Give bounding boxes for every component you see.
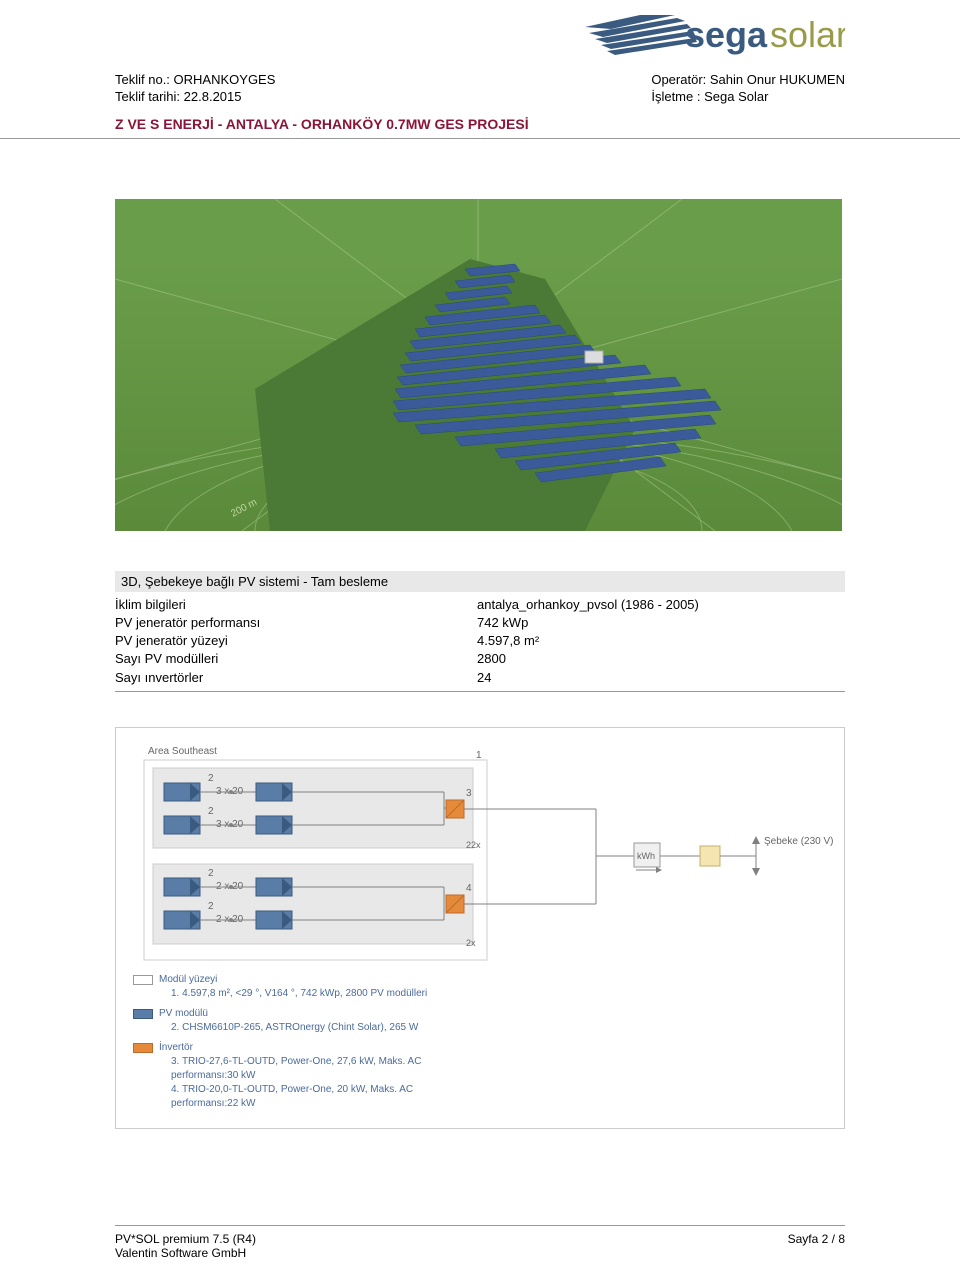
footer: PV*SOL premium 7.5 (R4) Valentin Softwar…	[115, 1225, 845, 1260]
info-row: Sayı PV modülleri2800	[115, 650, 845, 668]
svg-text:kWh: kWh	[637, 851, 655, 861]
project-title: Z VE S ENERJİ - ANTALYA - ORHANKÖY 0.7MW…	[115, 116, 845, 132]
svg-text:4: 4	[466, 883, 472, 894]
company-label: İşletme :	[651, 89, 700, 104]
legend-pv-title: PV modülü	[159, 1007, 418, 1021]
info-table: İklim bilgileriantalya_orhankoy_pvsol (1…	[115, 596, 845, 687]
operator-label: Operatör:	[651, 72, 706, 87]
grid-label: Şebeke (230 V)	[764, 836, 834, 847]
footer-page: Sayfa 2 / 8	[788, 1232, 845, 1260]
grid-box-icon	[700, 846, 720, 866]
legend-pv-detail: 2. CHSM6610P-265, ASTROnergy (Chint Sola…	[159, 1021, 418, 1035]
offer-no: ORHANKOYGES	[174, 72, 276, 87]
scale-label: 200 m	[229, 497, 259, 520]
legend-inv-detail1: 3. TRIO-27,6-TL-OUTD, Power-One, 27,6 kW…	[159, 1055, 439, 1083]
svg-text:22x: 22x	[466, 840, 481, 850]
header-info: Teklif no.: ORHANKOYGES Teklif tarihi: 2…	[115, 72, 845, 106]
legend-inv-title: İnvertör	[159, 1041, 439, 1055]
info-row: PV jeneratör performansı742 kWp	[115, 614, 845, 632]
info-divider	[115, 691, 845, 692]
info-row: İklim bilgileriantalya_orhankoy_pvsol (1…	[115, 596, 845, 614]
svg-text:2: 2	[208, 901, 214, 912]
sega-solar-logo: sega solar	[585, 5, 845, 63]
svg-text:2: 2	[208, 773, 214, 784]
offer-no-label: Teklif no.:	[115, 72, 170, 87]
offer-date-label: Teklif tarihi:	[115, 89, 180, 104]
section-title: 3D, Şebekeye bağlı PV sistemi - Tam besl…	[115, 571, 845, 592]
svg-text:3: 3	[466, 788, 472, 799]
info-row: Sayı ınvertörler24	[115, 669, 845, 687]
area-label: Area Southeast	[148, 746, 217, 757]
info-row: PV jeneratör yüzeyi4.597,8 m²	[115, 632, 845, 650]
3d-render: 200 m	[115, 199, 842, 531]
footer-software: PV*SOL premium 7.5 (R4)	[115, 1232, 256, 1246]
footer-vendor: Valentin Software GmbH	[115, 1246, 256, 1260]
operator: Sahin Onur HUKUMEN	[710, 72, 845, 87]
legend: Modül yüzeyi 1. 4.597,8 m², <29 °, V164 …	[133, 973, 439, 1117]
logo-block: sega solar	[115, 0, 845, 66]
legend-surface-title: Modül yüzeyi	[159, 973, 427, 987]
svg-text:2: 2	[208, 868, 214, 879]
schematic: Area Southeast 1 2 3 x 20	[115, 727, 845, 1129]
legend-inv-detail2: 4. TRIO-20,0-TL-OUTD, Power-One, 20 kW, …	[159, 1083, 439, 1111]
company: Sega Solar	[704, 89, 768, 104]
area-index: 1	[476, 750, 482, 761]
svg-text:2: 2	[208, 806, 214, 817]
svg-text:solar: solar	[770, 14, 845, 55]
svg-text:2x: 2x	[466, 938, 476, 948]
footer-divider	[115, 1225, 845, 1226]
offer-date: 22.8.2015	[184, 89, 242, 104]
legend-surface-detail: 1. 4.597,8 m², <29 °, V164 °, 742 kWp, 2…	[159, 987, 427, 1001]
svg-text:sega: sega	[685, 14, 768, 55]
header-divider	[0, 138, 960, 139]
